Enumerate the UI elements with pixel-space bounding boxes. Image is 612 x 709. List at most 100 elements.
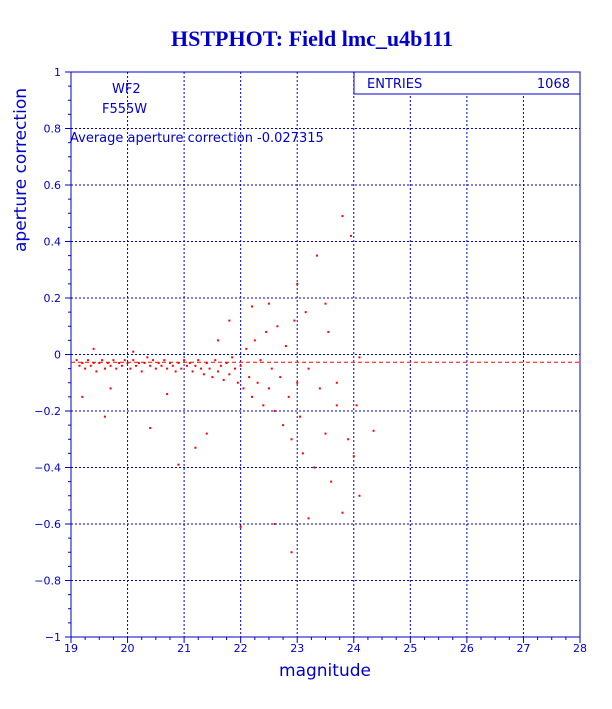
data-point (248, 376, 251, 379)
data-point (120, 364, 123, 367)
data-point (228, 373, 231, 376)
data-point (78, 364, 81, 367)
data-point (355, 404, 358, 407)
data-point (81, 361, 84, 364)
data-point (109, 387, 112, 390)
x-tick-label: 28 (573, 642, 587, 655)
data-point (250, 305, 253, 308)
data-point (352, 455, 355, 458)
data-point (358, 494, 361, 497)
data-point (149, 426, 152, 429)
data-point (129, 367, 132, 370)
stats-value: 1068 (537, 77, 570, 92)
data-point (341, 511, 344, 514)
y-tick-label: 0.2 (44, 292, 62, 305)
data-point (327, 330, 330, 333)
data-point (98, 361, 101, 364)
x-tick-label: 21 (177, 642, 191, 655)
chart-title: HSTPHOT: Field lmc_u4b111 (171, 26, 453, 51)
stats-label: ENTRIES (367, 77, 422, 92)
x-tick-labels: 19 20 21 22 23 24 25 26 27 28 (64, 642, 587, 655)
data-point (219, 364, 222, 367)
data-point (270, 367, 273, 370)
data-point (160, 364, 163, 367)
data-point (174, 370, 177, 373)
data-points (75, 215, 375, 554)
data-point (149, 364, 152, 367)
data-point (273, 523, 276, 525)
stats-box (353, 71, 581, 95)
data-point (194, 364, 197, 367)
x-tick-label: 25 (403, 642, 417, 655)
data-point (222, 378, 225, 381)
data-point (132, 359, 135, 362)
data-point (123, 359, 126, 362)
data-point (177, 361, 180, 364)
data-point (267, 302, 270, 305)
filter-label: F555W (102, 102, 147, 117)
data-point (293, 319, 296, 322)
data-point (208, 367, 211, 370)
data-point (335, 404, 338, 407)
data-point (103, 415, 106, 418)
x-tick-label: 24 (347, 642, 361, 655)
y-tick-label: −0.6 (34, 518, 61, 531)
data-point (191, 370, 194, 373)
data-point (126, 361, 129, 364)
data-point (152, 359, 155, 362)
data-point (265, 330, 268, 333)
data-point (163, 359, 166, 362)
data-point (180, 367, 183, 370)
data-point (236, 381, 239, 384)
data-point (92, 361, 95, 364)
data-point (217, 339, 220, 342)
data-point (157, 361, 160, 364)
data-point (194, 446, 197, 449)
data-point (372, 429, 375, 432)
data-point (284, 345, 287, 348)
data-point (239, 364, 242, 367)
data-point (301, 452, 304, 455)
chip-label: WF2 (112, 82, 141, 97)
data-point (205, 432, 208, 435)
data-point (132, 350, 135, 353)
minor-ticks (65, 71, 581, 643)
y-tick-label: −0.8 (34, 575, 61, 588)
data-point (89, 364, 92, 367)
data-point (217, 370, 220, 373)
data-point (171, 364, 174, 367)
data-point (324, 302, 327, 305)
data-point (313, 466, 316, 469)
average-annotation: Average aperture correction -0.027315 (70, 131, 324, 146)
data-point (188, 361, 191, 364)
y-tick-label: 1 (54, 66, 61, 79)
data-point (239, 525, 242, 528)
data-point (103, 367, 106, 370)
data-point (318, 387, 321, 390)
data-point (140, 370, 143, 373)
data-point (154, 367, 157, 370)
x-tick-label: 27 (516, 642, 530, 655)
data-point (81, 395, 84, 398)
data-point (166, 367, 169, 370)
data-point (183, 359, 186, 362)
data-point (290, 438, 293, 441)
data-point (296, 282, 299, 285)
data-point (267, 387, 270, 390)
data-point (316, 254, 319, 257)
y-tick-label: 0 (54, 349, 61, 362)
y-tick-label: −1 (45, 631, 61, 644)
data-point (287, 395, 290, 398)
data-point (253, 339, 256, 342)
data-point (109, 364, 112, 367)
data-point (166, 393, 169, 396)
x-axis-label: magnitude (279, 661, 371, 681)
data-point (349, 234, 352, 237)
data-point (185, 364, 188, 367)
data-point (211, 376, 214, 379)
x-tick-label: 20 (121, 642, 135, 655)
data-point (242, 387, 245, 390)
data-point (245, 347, 248, 350)
data-point (296, 381, 299, 384)
y-tick-label: −0.4 (34, 462, 61, 475)
